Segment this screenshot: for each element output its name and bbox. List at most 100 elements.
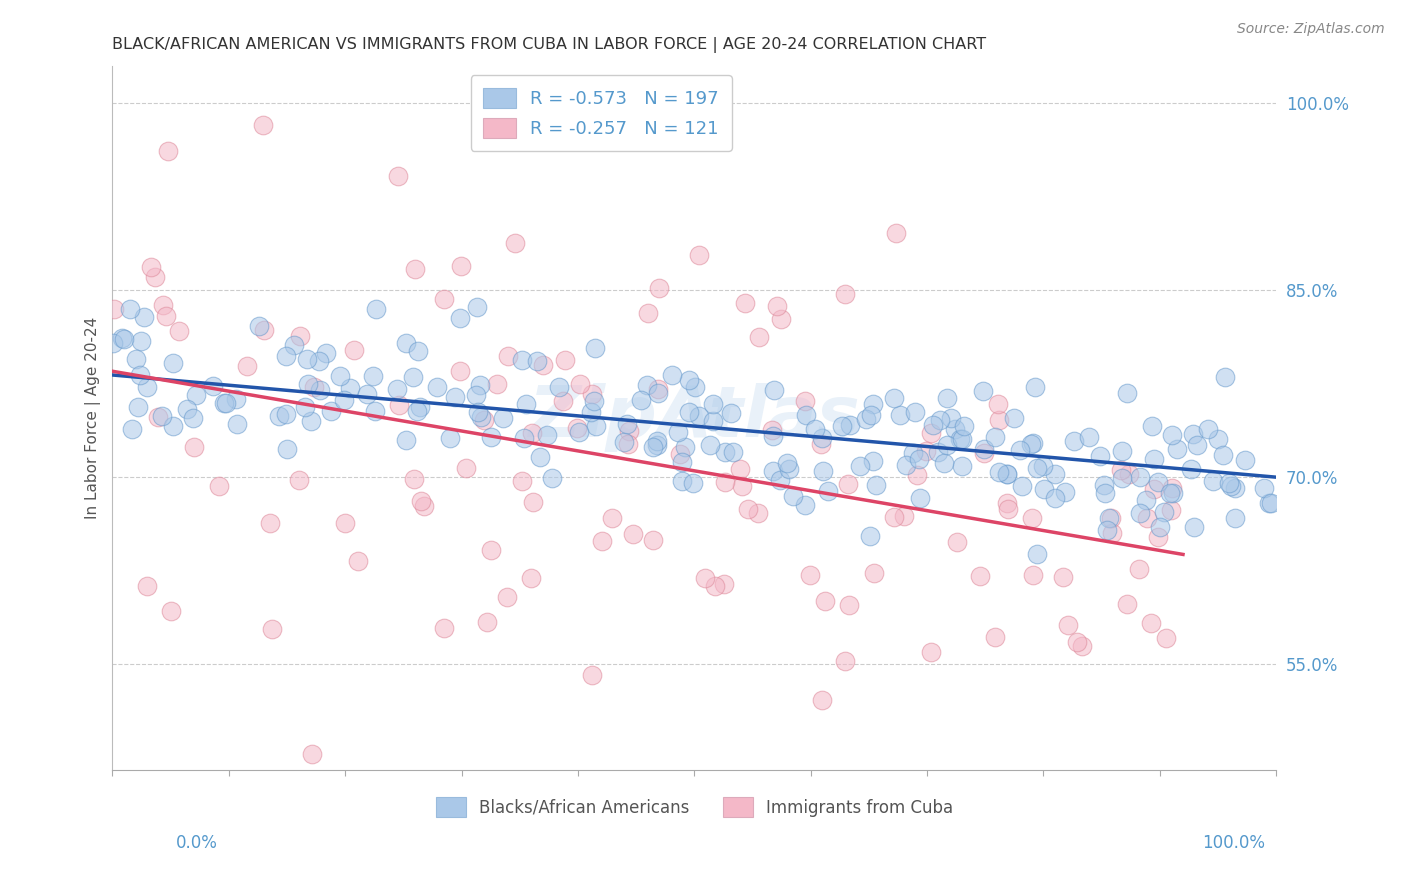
Point [215,396,238,410]
Point [1153,505,1175,519]
Point [111,331,134,345]
Point [1149,519,1171,533]
Point [839,418,862,433]
Point [565,421,588,435]
Point [343,343,366,357]
Point [456,460,478,475]
Point [581,668,603,682]
Point [339,381,361,395]
Point [1011,479,1033,493]
Point [1197,422,1219,436]
Point [737,501,759,516]
Point [782,489,804,503]
Point [943,422,966,436]
Point [329,369,352,384]
Point [935,437,957,451]
Point [834,287,856,301]
Point [364,302,387,317]
Legend: Blacks/African Americans, Immigrants from Cuba: Blacks/African Americans, Immigrants fro… [427,789,962,825]
Point [813,464,835,478]
Point [950,458,973,473]
Point [1077,430,1099,444]
Point [731,479,754,493]
Point [1258,496,1281,510]
Point [439,431,461,445]
Point [901,446,924,460]
Point [395,336,418,351]
Point [762,428,785,442]
Point [671,474,693,488]
Point [799,568,821,582]
Point [910,491,932,505]
Point [973,442,995,457]
Point [810,437,832,451]
Y-axis label: In Labor Force | Age 20-24: In Labor Force | Age 20-24 [86,317,101,519]
Point [402,369,425,384]
Point [903,405,925,419]
Point [183,441,205,455]
Point [810,432,832,446]
Point [139,260,162,274]
Point [503,236,526,251]
Point [1008,443,1031,458]
Point [333,516,356,531]
Point [728,461,751,475]
Point [922,417,945,432]
Point [125,352,148,367]
Point [766,299,789,313]
Point [600,511,623,525]
Point [905,468,928,483]
Point [513,431,536,445]
Point [470,410,492,425]
Point [748,330,770,344]
Point [648,281,671,295]
Point [1161,481,1184,495]
Point [583,393,606,408]
Point [101,335,124,350]
Point [302,380,325,394]
Point [510,353,533,368]
Point [426,380,449,394]
Point [988,465,1011,479]
Point [932,456,955,470]
Point [995,496,1018,510]
Point [475,615,498,630]
Point [364,404,387,418]
Point [510,474,533,488]
Point [859,529,882,543]
Text: 100.0%: 100.0% [1202,834,1265,852]
Point [150,409,173,424]
Point [236,359,259,374]
Point [162,356,184,370]
Point [1154,631,1177,645]
Point [702,397,724,411]
Point [515,397,537,411]
Point [252,118,274,132]
Point [762,383,785,397]
Point [699,438,721,452]
Point [1233,453,1256,467]
Point [883,510,905,524]
Point [404,262,426,277]
Point [702,414,724,428]
Point [274,408,297,422]
Point [387,398,409,412]
Point [315,346,337,360]
Point [761,423,783,437]
Point [1098,510,1121,524]
Point [661,368,683,382]
Point [688,409,710,423]
Point [406,343,429,358]
Point [1032,482,1054,496]
Point [361,368,384,383]
Point [402,473,425,487]
Point [1118,467,1140,481]
Point [1147,530,1170,544]
Point [568,425,591,439]
Point [132,310,155,324]
Point [465,300,488,314]
Point [225,392,247,407]
Point [585,419,607,434]
Point [896,458,918,473]
Point [804,422,827,436]
